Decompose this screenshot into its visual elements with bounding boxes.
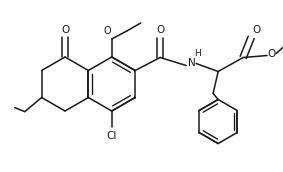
Text: O: O [104,26,112,36]
Text: O: O [61,25,69,35]
Text: O: O [267,49,275,58]
Text: O: O [252,24,260,35]
Text: O: O [156,24,164,35]
Text: N: N [188,57,196,67]
Text: Cl: Cl [107,131,117,141]
Text: H: H [194,49,201,58]
